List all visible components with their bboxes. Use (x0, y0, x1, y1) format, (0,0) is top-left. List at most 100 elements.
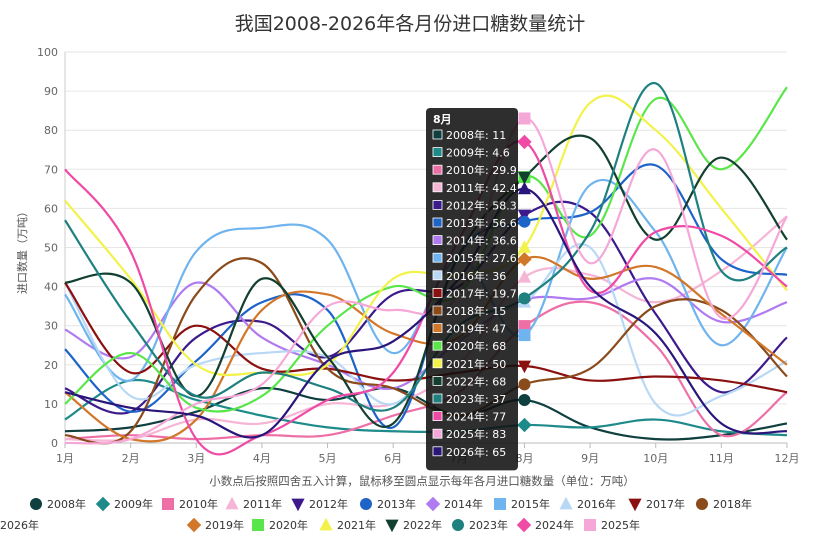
tooltip-swatch (432, 235, 443, 246)
tooltip-line: 2018年: 15 (446, 304, 506, 318)
data-point-marker[interactable] (517, 240, 532, 253)
tooltip-line: 2024年: 77 (446, 410, 506, 424)
tooltip-box (426, 108, 518, 471)
legend-marker[interactable] (30, 498, 42, 510)
legend-marker[interactable] (628, 498, 642, 512)
legend-item[interactable]: 2018年 (696, 497, 752, 511)
legend-marker[interactable] (559, 496, 573, 510)
y-axis-label: 进口数量（万吨） (16, 206, 29, 294)
legend-marker[interactable] (425, 496, 441, 512)
y-tick-label: 30 (44, 320, 58, 333)
y-tick-label: 10 (44, 398, 58, 411)
legend-label: 2015年 (511, 497, 550, 511)
y-tick-label: 50 (44, 242, 58, 255)
x-tick-label: 12月 (775, 452, 800, 465)
legend-label: 2012年 (309, 497, 348, 511)
tooltip-line: 2016年: 36 (446, 269, 506, 283)
tooltip: 8月 2008年: 11 2009年: 4.6 2010年: 29.9 2011年: 4… (426, 108, 518, 471)
tooltip-line: 2015年: 27.6 (446, 251, 517, 265)
tooltip-line: 2021年: 50 (446, 357, 506, 371)
data-point-marker[interactable] (518, 393, 531, 406)
tooltip-line: 2008年: 11 (446, 128, 506, 142)
legend-item[interactable]: 2020年 (252, 518, 308, 532)
data-point-marker[interactable] (517, 270, 532, 283)
data-point-marker[interactable] (518, 292, 531, 305)
tooltip-swatch (432, 147, 443, 158)
legend-marker[interactable] (186, 517, 202, 533)
tooltip-swatch (432, 305, 443, 316)
legend-item[interactable]: 2016年 (559, 496, 616, 511)
y-tick-label: 70 (44, 163, 58, 176)
legend-item[interactable]: 2023年 (452, 518, 508, 532)
x-tick-label: 8月 (515, 452, 533, 465)
tooltip-line: 2020年: 68 (446, 339, 506, 353)
tooltip-swatch (432, 182, 443, 193)
legend-label: 2010年 (179, 497, 218, 511)
legend-item[interactable]: 2025年 (584, 518, 640, 532)
legend-label: 2021年 (337, 518, 376, 532)
legend-marker[interactable] (360, 498, 372, 510)
legend-label: 2023年 (469, 518, 508, 532)
data-point-marker[interactable] (517, 417, 532, 433)
legend-item[interactable]: 2009年 (95, 496, 153, 512)
legend-marker[interactable] (696, 498, 708, 510)
data-point-marker[interactable] (518, 378, 531, 391)
legend-item[interactable]: 2014年 (425, 496, 483, 512)
x-tick-label: 9月 (581, 452, 599, 465)
legend-label: 2018年 (713, 497, 752, 511)
legend-label: 2026年 (0, 518, 39, 532)
legend-item[interactable]: 2017年 (628, 497, 685, 512)
tooltip-line: 2025年: 83 (446, 427, 506, 441)
legend-marker[interactable] (225, 496, 239, 510)
legend-item[interactable]: 2010年 (162, 497, 218, 511)
x-tick-label: 1月 (56, 452, 74, 465)
legend-marker[interactable] (584, 519, 596, 531)
legend-item[interactable]: 2021年 (319, 517, 376, 532)
y-tick-label: 40 (44, 281, 58, 294)
tooltip-line: 2010年: 29.9 (446, 163, 517, 177)
data-point-marker[interactable] (517, 252, 532, 267)
tooltip-swatch (432, 340, 443, 351)
x-tick-label: 5月 (319, 452, 337, 465)
legend-marker[interactable] (162, 498, 174, 510)
chart-note: 小数点后按照四舍五入计算，鼠标移至圆点显示每年各月进口糖数量（单位：万吨） (209, 474, 635, 488)
y-tick-label: 0 (51, 437, 58, 450)
legend-item[interactable]: 2026年 (0, 518, 39, 532)
tooltip-swatch (432, 164, 443, 175)
data-point-marker[interactable] (518, 329, 531, 342)
legend-marker[interactable] (516, 517, 532, 533)
legend-label: 2022年 (403, 518, 442, 532)
legend-item[interactable]: 2008年 (30, 497, 86, 511)
y-tick-label: 60 (44, 202, 58, 215)
data-point-marker[interactable] (517, 181, 532, 195)
legend-item[interactable]: 2019年 (186, 517, 244, 533)
legend-marker[interactable] (291, 498, 305, 512)
legend-marker[interactable] (319, 517, 333, 531)
legend-item[interactable]: 2015年 (494, 497, 550, 511)
legend-item[interactable]: 2024年 (516, 517, 574, 533)
legend-label: 2024年 (535, 518, 574, 532)
legend-label: 2019年 (205, 518, 244, 532)
legend-marker[interactable] (252, 519, 264, 531)
series-markers[interactable] (517, 112, 532, 433)
legend-item[interactable]: 2011年 (225, 496, 282, 511)
legend-marker[interactable] (95, 496, 111, 512)
legend-label: 2014年 (444, 497, 483, 511)
legend-item[interactable]: 2013年 (360, 497, 416, 511)
data-point-marker[interactable] (517, 360, 532, 374)
tooltip-swatch (432, 129, 443, 140)
legend-item[interactable]: 2012年 (291, 497, 348, 512)
tooltip-line: 2017年: 19.7 (446, 286, 517, 300)
data-point-marker[interactable] (517, 134, 532, 150)
legend-item[interactable]: 2022年 (385, 518, 442, 533)
legend[interactable]: 2008年 2009年 2010年 2011年 2012年 2013年 2014年 2015年… (0, 496, 752, 533)
legend-marker[interactable] (494, 498, 506, 510)
legend-marker[interactable] (385, 519, 399, 533)
tooltip-swatch (432, 199, 443, 210)
x-tick-label: 3月 (187, 452, 205, 465)
legend-marker[interactable] (452, 519, 464, 531)
data-point-marker[interactable] (517, 171, 532, 185)
axes: 01020304050607080901001月2月3月4月5月6月7月8月9月… (37, 46, 800, 465)
data-point-marker[interactable] (518, 215, 531, 228)
data-point-marker[interactable] (518, 112, 531, 125)
